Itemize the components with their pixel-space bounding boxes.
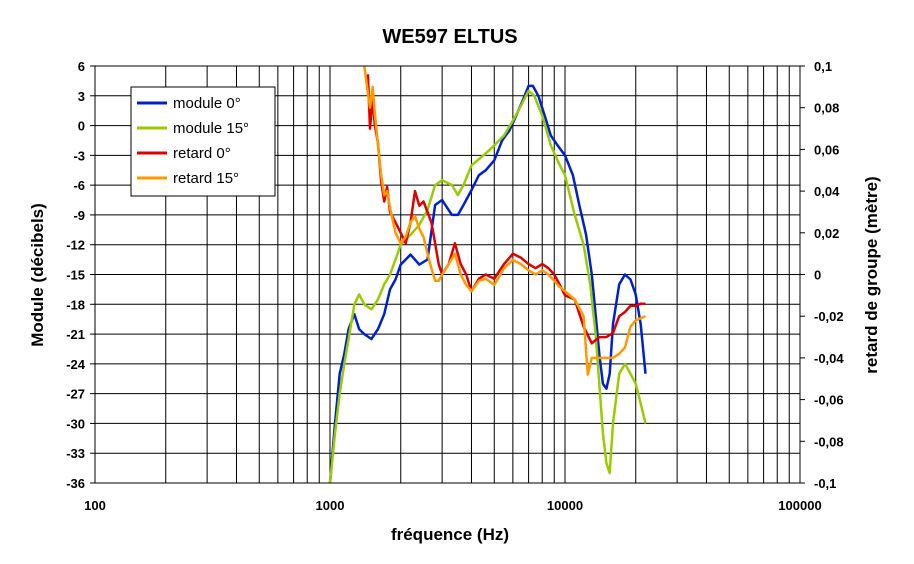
y2-axis-label: retard de groupe (mètre) <box>862 176 881 373</box>
x-tick-label: 100000 <box>778 498 821 513</box>
y-tick-label: 6 <box>78 59 85 74</box>
legend-label: retard 0° <box>173 145 231 162</box>
y2-tick-label: 0,04 <box>814 184 840 199</box>
legend-label: retard 15° <box>173 170 239 187</box>
series-line-2 <box>328 89 647 484</box>
tick-labels: 6 3 0 -3 -6 -9 -12 -15 -18 -21 -24 -27 -30 -33 -36 0,1 0… <box>66 59 844 513</box>
y-tick-label: -24 <box>66 357 86 372</box>
y-tick-label: -27 <box>66 387 85 402</box>
chart-title: WE597 ELTUS <box>382 26 517 48</box>
series-lines <box>328 65 647 484</box>
y-tick-label: -18 <box>66 297 85 312</box>
series-line-4 <box>363 65 647 376</box>
y-tick-label: -21 <box>66 327 85 342</box>
y2-tick-label: 0,08 <box>814 101 839 116</box>
y-tick-label: -33 <box>66 446 85 461</box>
y2-tick-label: 0 <box>814 268 821 283</box>
series-line-3 <box>366 74 646 345</box>
y2-tick-label: 0,06 <box>814 142 839 157</box>
y-tick-label: -3 <box>73 148 85 163</box>
legend-label: module 15° <box>173 120 249 137</box>
y-tick-label: 0 <box>78 119 85 134</box>
x-tick-label: 10000 <box>547 498 583 513</box>
series-line-1 <box>328 84 647 484</box>
y2-tick-label: -0,02 <box>814 309 844 324</box>
y2-tick-label: -0,1 <box>814 476 836 491</box>
y-tick-label: -6 <box>73 178 85 193</box>
x-axis-label: fréquence (Hz) <box>391 525 509 544</box>
y-tick-label: -36 <box>66 476 85 491</box>
y-tick-label: -30 <box>66 416 85 431</box>
y2-tick-label: -0,06 <box>814 393 844 408</box>
plot-border <box>94 65 801 484</box>
legend-label: module 0° <box>173 95 241 112</box>
y-axis-label: Module (décibels) <box>28 203 47 347</box>
y2-tick-label: 0,02 <box>814 226 839 241</box>
y2-tick-label: 0,1 <box>814 59 832 74</box>
legend: module 0° module 15° retard 0° retard 15° <box>130 86 276 197</box>
y-tick-label: -9 <box>73 208 85 223</box>
y-tick-label: -12 <box>66 238 85 253</box>
x-tick-label: 1000 <box>316 498 345 513</box>
grid <box>94 65 800 484</box>
y-tick-label: -15 <box>66 268 85 283</box>
y2-tick-label: -0,04 <box>814 351 844 366</box>
y-tick-label: 3 <box>78 89 85 104</box>
y2-tick-label: -0,08 <box>814 434 844 449</box>
x-tick-label: 100 <box>84 498 106 513</box>
